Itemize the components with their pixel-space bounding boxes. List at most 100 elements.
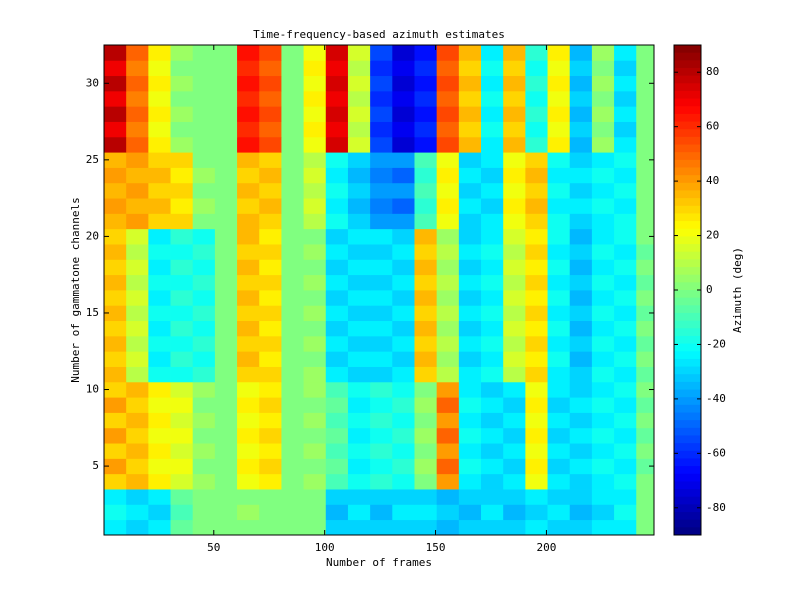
- colorbar-segment: [674, 52, 701, 61]
- colorbar-tick-label: -20: [706, 337, 726, 350]
- heatmap-cell: [259, 290, 282, 306]
- heatmap-cell: [481, 45, 504, 61]
- y-tick-label: 25: [86, 153, 99, 166]
- heatmap-cell: [569, 152, 593, 168]
- heatmap-cell: [636, 458, 655, 475]
- heatmap-cell: [614, 45, 637, 61]
- heatmap-cell: [303, 213, 327, 230]
- heatmap-cell: [525, 504, 548, 521]
- heatmap-cell: [614, 106, 637, 122]
- heatmap-cell: [170, 213, 194, 230]
- heatmap-cell: [525, 228, 548, 245]
- heatmap-cell: [503, 443, 526, 459]
- heatmap-cell: [214, 259, 238, 276]
- heatmap-cell: [569, 335, 593, 352]
- colorbar-segment: [674, 496, 701, 505]
- y-tick-label: 15: [86, 306, 99, 319]
- heatmap-cell: [547, 290, 571, 306]
- x-tick-label: 150: [426, 541, 446, 554]
- heatmap-cell: [192, 228, 216, 245]
- heatmap-cell: [458, 504, 482, 521]
- heatmap-cell: [481, 458, 504, 475]
- heatmap-cell: [614, 412, 637, 429]
- heatmap-cell: [347, 458, 371, 475]
- heatmap-cell: [547, 366, 571, 383]
- heatmap-cell: [436, 106, 460, 122]
- heatmap-cell: [259, 274, 282, 291]
- heatmap-cell: [237, 274, 260, 291]
- heatmap-cell: [614, 305, 637, 322]
- heatmap-cell: [170, 259, 194, 276]
- heatmap-cell: [591, 213, 615, 230]
- heatmap-cell: [436, 397, 460, 413]
- heatmap-cell: [591, 443, 615, 459]
- heatmap-cell: [170, 198, 194, 214]
- heatmap-cell: [259, 121, 282, 138]
- heatmap-cell: [458, 90, 482, 107]
- heatmap-cell: [237, 152, 260, 168]
- heatmap-cell: [259, 90, 282, 107]
- heatmap-cell: [481, 167, 504, 184]
- heatmap-cell: [148, 290, 171, 306]
- heatmap-cell: [214, 397, 238, 413]
- heatmap-cell: [414, 489, 438, 505]
- heatmap-cell: [126, 458, 149, 475]
- heatmap-cell: [636, 228, 655, 245]
- heatmap-cell: [503, 351, 526, 367]
- heatmap-cell: [126, 489, 149, 505]
- heatmap-cell: [392, 381, 415, 398]
- heatmap-cell: [237, 136, 260, 153]
- heatmap-cell: [237, 366, 260, 383]
- heatmap-cell: [591, 198, 615, 214]
- heatmap-cell: [458, 427, 482, 444]
- heatmap-cell: [192, 167, 216, 184]
- heatmap-cell: [347, 274, 371, 291]
- colorbar-segment: [674, 328, 701, 337]
- heatmap-cell: [325, 90, 349, 107]
- colorbar-segment: [674, 45, 701, 54]
- heatmap-cell: [436, 45, 460, 61]
- heatmap-cell: [170, 412, 194, 429]
- heatmap-cell: [591, 381, 615, 398]
- heatmap-cell: [370, 244, 393, 260]
- heatmap-cell: [303, 519, 327, 536]
- heatmap-cell: [192, 427, 216, 444]
- heatmap-cell: [636, 320, 655, 337]
- heatmap-cell: [636, 106, 655, 122]
- heatmap-cell: [458, 290, 482, 306]
- heatmap-cell: [325, 45, 349, 61]
- heatmap-cell: [347, 152, 371, 168]
- heatmap-cell: [614, 167, 637, 184]
- x-tick-label: 50: [207, 541, 220, 554]
- heatmap-cell: [458, 381, 482, 398]
- heatmap-cell: [281, 60, 304, 77]
- heatmap-cell: [392, 90, 415, 107]
- heatmap-cell: [104, 45, 127, 61]
- heatmap-cell: [214, 519, 238, 536]
- heatmap-cell: [458, 75, 482, 92]
- heatmap-cell: [481, 90, 504, 107]
- heatmap-cell: [214, 443, 238, 459]
- heatmap-cell: [547, 136, 571, 153]
- heatmap-cell: [392, 228, 415, 245]
- heatmap-cell: [636, 351, 655, 367]
- heatmap-cell: [569, 213, 593, 230]
- y-tick-label: 10: [86, 383, 99, 396]
- heatmap-cell: [303, 167, 327, 184]
- heatmap-cell: [148, 473, 171, 490]
- heatmap-cell: [104, 320, 127, 337]
- colorbar-segment: [674, 75, 701, 84]
- heatmap-cell: [547, 244, 571, 260]
- heatmap-cell: [192, 443, 216, 459]
- heatmap-cell: [237, 305, 260, 322]
- heatmap-cell: [104, 213, 127, 230]
- heatmap-cell: [436, 489, 460, 505]
- heatmap-cell: [148, 182, 171, 199]
- heatmap-cell: [325, 320, 349, 337]
- heatmap-cell: [458, 412, 482, 429]
- heatmap-cell: [392, 106, 415, 122]
- heatmap-cell: [259, 397, 282, 413]
- colorbar-segment: [674, 251, 701, 260]
- heatmap-cell: [525, 519, 548, 536]
- heatmap-cell: [281, 75, 304, 92]
